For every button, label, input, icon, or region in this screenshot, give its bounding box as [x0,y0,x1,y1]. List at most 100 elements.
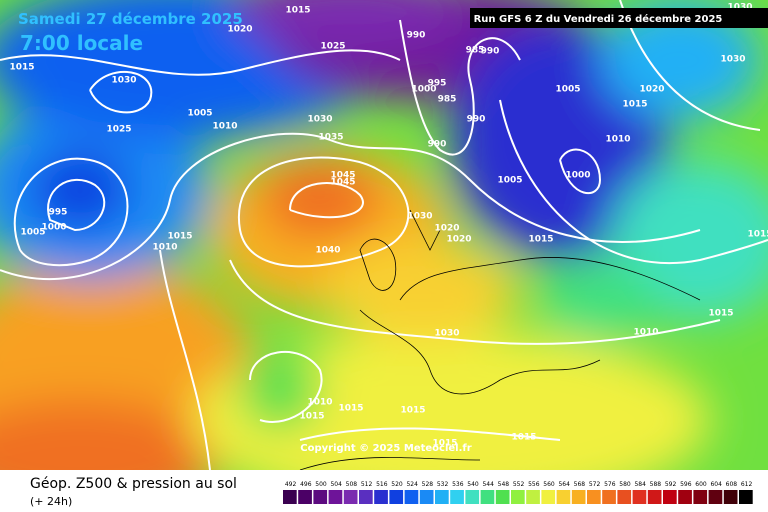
isobar-label: 1020 [446,235,471,245]
colorbar-label: 524 [406,481,418,488]
colorbar-swatch [678,490,692,504]
footer-title: Géop. Z500 & pression au sol [30,476,237,492]
isobar-label: 1015 [528,235,553,245]
isobar-label: 1015 [400,406,425,416]
colorbar-swatch [587,490,601,504]
colorbar-swatch [480,490,495,504]
isobar-label: 1015 [747,230,768,240]
colorbar-label: 512 [361,481,373,488]
colorbar-label: 608 [726,481,738,488]
colorbar-label: 528 [422,481,434,488]
isobar-label: 1030 [307,115,332,125]
isobar-label: 1005 [497,176,522,186]
colorbar-label: 496 [300,481,312,488]
isobar-label: 995 [49,208,68,218]
colorbar-label: 504 [330,481,342,488]
colorbar-swatch [465,490,480,504]
colorbar-swatch [283,490,297,504]
isobar-label: 1020 [639,85,664,95]
colorbar-label: 552 [513,481,525,488]
isobar-label: 1000 [565,171,590,181]
isobar-label: 1040 [315,246,340,256]
colorbar-label: 540 [467,481,479,488]
colorbar-label: 612 [741,481,753,488]
isobar-label: 1030 [111,76,136,86]
colorbar-label: 516 [376,481,388,488]
isobar-label: 1015 [338,404,363,414]
colorbar-label: 508 [346,481,358,488]
colorbar-swatch [526,490,540,504]
colorbar-swatch [313,490,328,504]
colorbar-swatch [556,490,571,504]
isobar-label: 1010 [307,398,332,408]
colorbar-swatch [298,490,312,504]
colorbar-swatch [541,490,556,504]
colorbar-label: 588 [650,481,662,488]
colorbar-swatch [359,490,373,504]
colorbar-swatch [708,490,723,504]
colorbar-swatch [647,490,662,504]
colorbar-swatch [435,490,449,504]
isobar-label: 990 [481,47,500,57]
isobar-label: 1010 [212,122,237,132]
colorbar-label: 600 [695,481,707,488]
colorbar-swatch [343,490,358,504]
colorbar-swatch [739,490,753,504]
isobar-label: 990 [407,31,426,41]
footer-subtitle: (+ 24h) [30,495,72,508]
isobar-label: 1030 [727,3,752,13]
isobar-label: 1005 [20,228,45,238]
isobar-label: 1030 [434,329,459,339]
colorbar-label: 492 [285,481,297,488]
colorbar-swatch [328,490,343,504]
isobar-label: 990 [467,115,486,125]
colorbar-swatch [723,490,738,504]
colorbar-label: 596 [680,481,692,488]
colorbar-label: 564 [558,481,570,488]
isobar-label: 1015 [167,232,192,242]
colorbar-swatch [495,490,510,504]
isobar-label: 985 [438,95,457,105]
colorbar-swatch [374,490,388,504]
isobar-label: 985 [466,46,485,56]
run: Run GFS 6 Z du Vendredi 26 décembre 2025 [474,13,723,25]
colorbar-label: 500 [315,481,327,488]
isobar-label: 1010 [605,135,630,145]
isobar-label: 1010 [152,243,177,253]
colorbar-swatch [404,490,419,504]
colorbar-label: 592 [665,481,677,488]
isobar-label: 1015 [9,63,34,73]
colorbar-label: 536 [452,481,464,488]
colorbar-swatch [617,490,632,504]
isobar-label: 1015 [285,6,310,16]
isobar-label: 1035 [318,133,343,143]
isobar-label: 1030 [407,212,432,222]
colorbar-label: 584 [634,481,646,488]
isobar-label: 1020 [227,25,252,35]
isobar-label: 1045 [330,171,355,181]
isobar-label: 1025 [106,125,131,135]
colorbar-swatch [571,490,586,504]
isobar-label: 1025 [320,42,345,52]
isobar-label: 1030 [720,55,745,65]
isobar-label: 1005 [187,109,212,119]
isobar-label: 990 [428,140,447,150]
colorbar-swatch [663,490,677,504]
isobar-label: 1015 [708,309,733,319]
isobar-label: 1015 [432,439,457,449]
colorbar-label: 604 [710,481,722,488]
isobar-label: 1015 [299,412,324,422]
colorbar-swatch [693,490,708,504]
colorbar-label: 580 [619,481,631,488]
isobar-label: 1000 [41,223,66,233]
colorbar-swatch [419,490,434,504]
colorbar-label: 520 [391,481,403,488]
colorbar-swatch [389,490,404,504]
isobar-label: 1015 [622,100,647,110]
colorbar-label: 560 [543,481,555,488]
colorbar-swatch [450,490,464,504]
colorbar-label: 544 [482,481,494,488]
isobar-label: 1010 [633,328,658,338]
